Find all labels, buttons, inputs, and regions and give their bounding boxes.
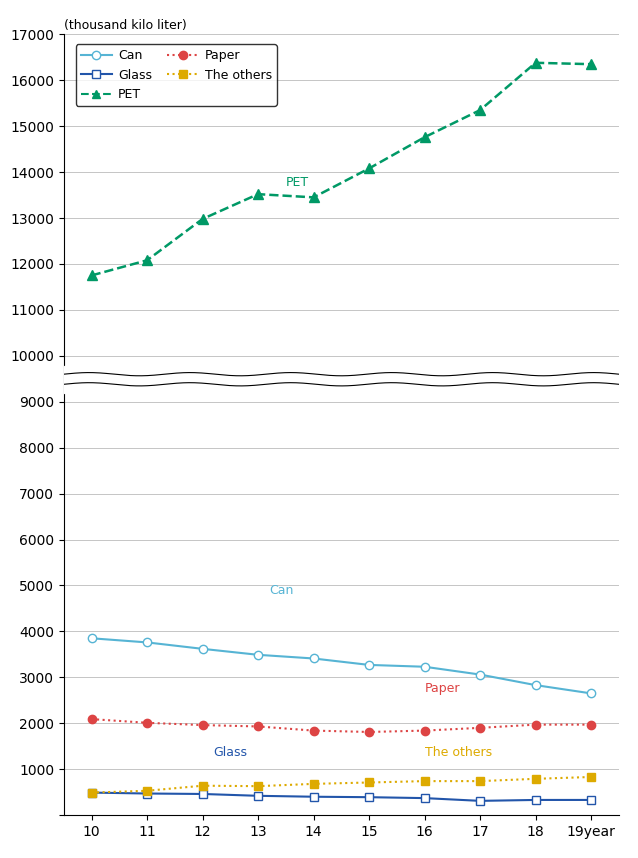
Legend: Can, Glass, PET, Paper, The others: Can, Glass, PET, Paper, The others xyxy=(75,45,277,106)
Text: (thousand kilo liter): (thousand kilo liter) xyxy=(64,19,186,32)
Bar xyxy=(64,366,638,393)
Text: Can: Can xyxy=(269,583,293,596)
Text: The others: The others xyxy=(425,746,492,758)
Text: Paper: Paper xyxy=(425,682,460,695)
Text: Glass: Glass xyxy=(214,746,248,758)
Text: PET: PET xyxy=(286,176,309,189)
